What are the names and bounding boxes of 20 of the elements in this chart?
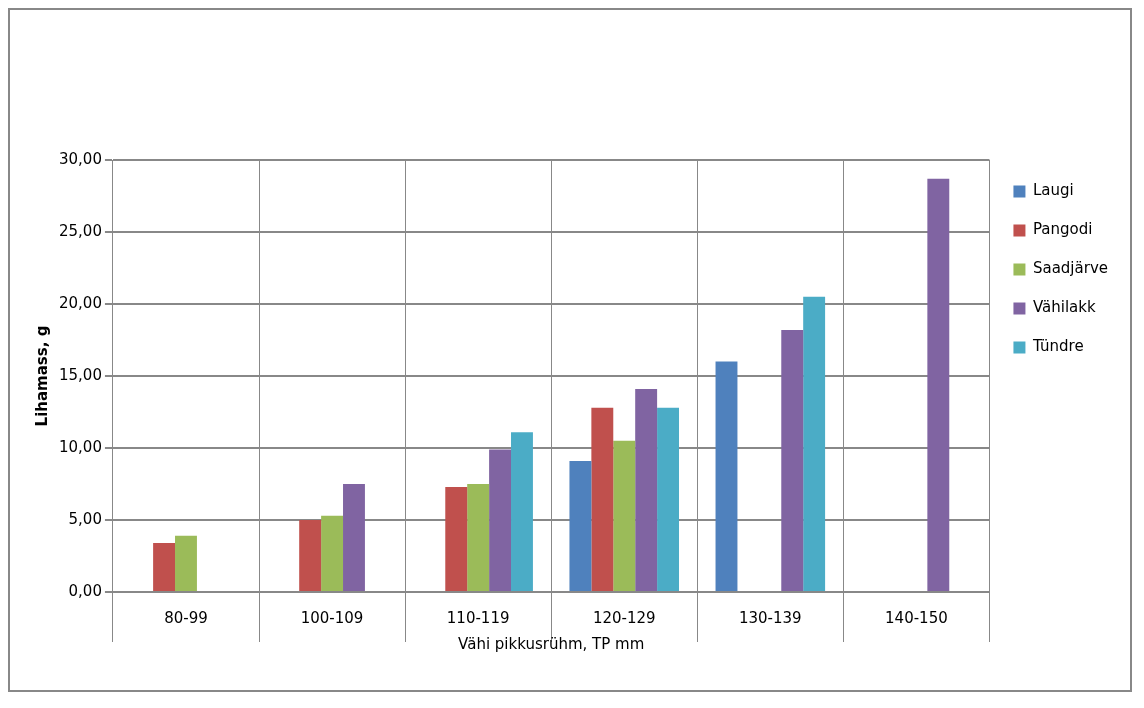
y-axis-title: Lihamass, g — [32, 325, 51, 427]
x-axis-title: Vähi pikkusrühm, TP mm — [458, 634, 645, 653]
y-tick-label: 15,00 — [58, 365, 102, 384]
legend-label: Saadjärve — [1032, 259, 1108, 278]
x-tick-label: 110-119 — [446, 608, 510, 627]
legend-label: Vähilakk — [1032, 298, 1096, 317]
y-tick-label: 0,00 — [68, 581, 102, 600]
y-tick-label: 5,00 — [68, 509, 102, 528]
y-tick-label: 30,00 — [58, 149, 102, 168]
x-tick-label: 100-109 — [300, 608, 364, 627]
y-tick-label: 10,00 — [58, 437, 102, 456]
legend-label: Pangodi — [1032, 220, 1093, 239]
y-tick-label: 25,00 — [58, 221, 102, 240]
x-tick-label: 80-99 — [164, 608, 208, 627]
legend-label: Laugi — [1032, 181, 1074, 200]
x-tick-label: 130-139 — [738, 608, 802, 627]
x-tick-label: 120-129 — [592, 608, 656, 627]
x-tick-label: 140-150 — [885, 608, 948, 627]
y-tick-label: 20,00 — [58, 293, 102, 312]
legend-label: Tündre — [1031, 337, 1084, 356]
